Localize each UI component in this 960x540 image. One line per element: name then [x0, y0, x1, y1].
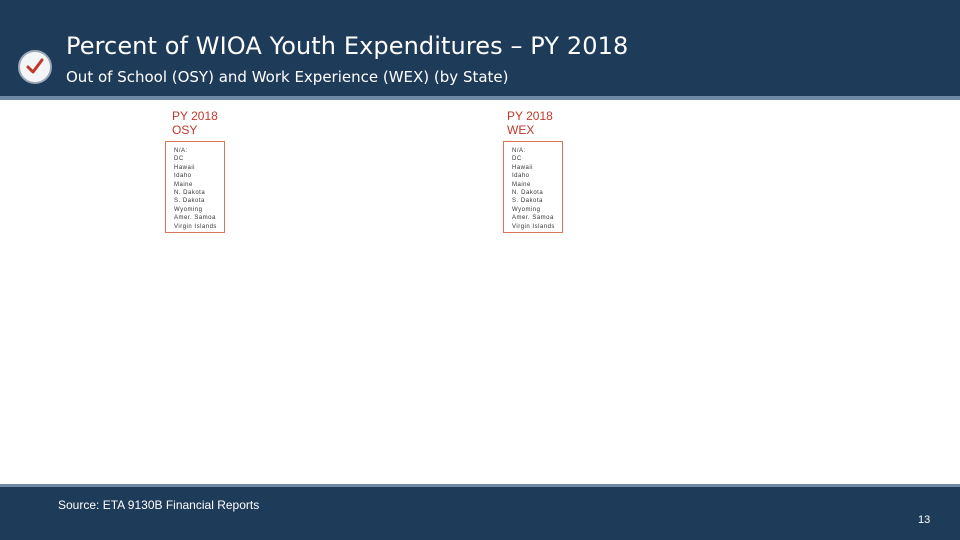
na-list-item: N. Dakota — [512, 190, 544, 197]
na-list-item: Virgin Islands — [512, 223, 555, 230]
na-list-item: Wyoming — [512, 206, 541, 213]
osy-panel-heading: PY 2018 OSY — [172, 109, 218, 137]
osy-heading-year: PY 2018 — [172, 109, 218, 123]
wex-panel-heading: PY 2018 WEX — [507, 109, 553, 137]
na-list-item: Hawaii — [174, 164, 196, 171]
slide-footer — [0, 484, 960, 540]
na-list-item: Wyoming — [174, 206, 203, 213]
na-list-item: Virgin Islands — [174, 223, 217, 230]
na-list-item: Idaho — [512, 173, 530, 180]
na-list-item: N. Dakota — [174, 190, 206, 197]
slide-header — [0, 0, 960, 100]
wex-na-list: N/A: DC Hawaii Idaho Maine N. Dakota S. … — [503, 141, 563, 233]
osy-heading-label: OSY — [172, 123, 198, 137]
na-list-item: Maine — [512, 181, 531, 188]
wex-heading-year: PY 2018 — [507, 109, 553, 123]
na-list-item: N/A: — [174, 148, 188, 154]
na-list-item: N/A: — [512, 148, 526, 154]
slide-subtitle: Out of School (OSY) and Work Experience … — [66, 68, 509, 86]
na-list-item: Hawaii — [512, 164, 534, 171]
checkmark-icon — [18, 50, 52, 84]
wex-heading-label: WEX — [507, 123, 535, 137]
source-note: Source: ETA 9130B Financial Reports — [58, 498, 260, 512]
osy-na-list: N/A: DC Hawaii Idaho Maine N. Dakota S. … — [165, 141, 225, 233]
na-list-item: Maine — [174, 181, 193, 188]
na-list-item: DC — [174, 156, 184, 163]
na-list-item: S. Dakota — [512, 198, 543, 205]
na-list-item: Idaho — [174, 173, 192, 180]
na-list-item: Amer. Samoa — [174, 215, 216, 222]
slide-title: Percent of WIOA Youth Expenditures – PY … — [66, 32, 629, 60]
page-number: 13 — [918, 514, 931, 526]
na-list-item: Amer. Samoa — [512, 215, 554, 222]
na-list-item: S. Dakota — [174, 198, 205, 205]
na-list-item: DC — [512, 156, 522, 163]
